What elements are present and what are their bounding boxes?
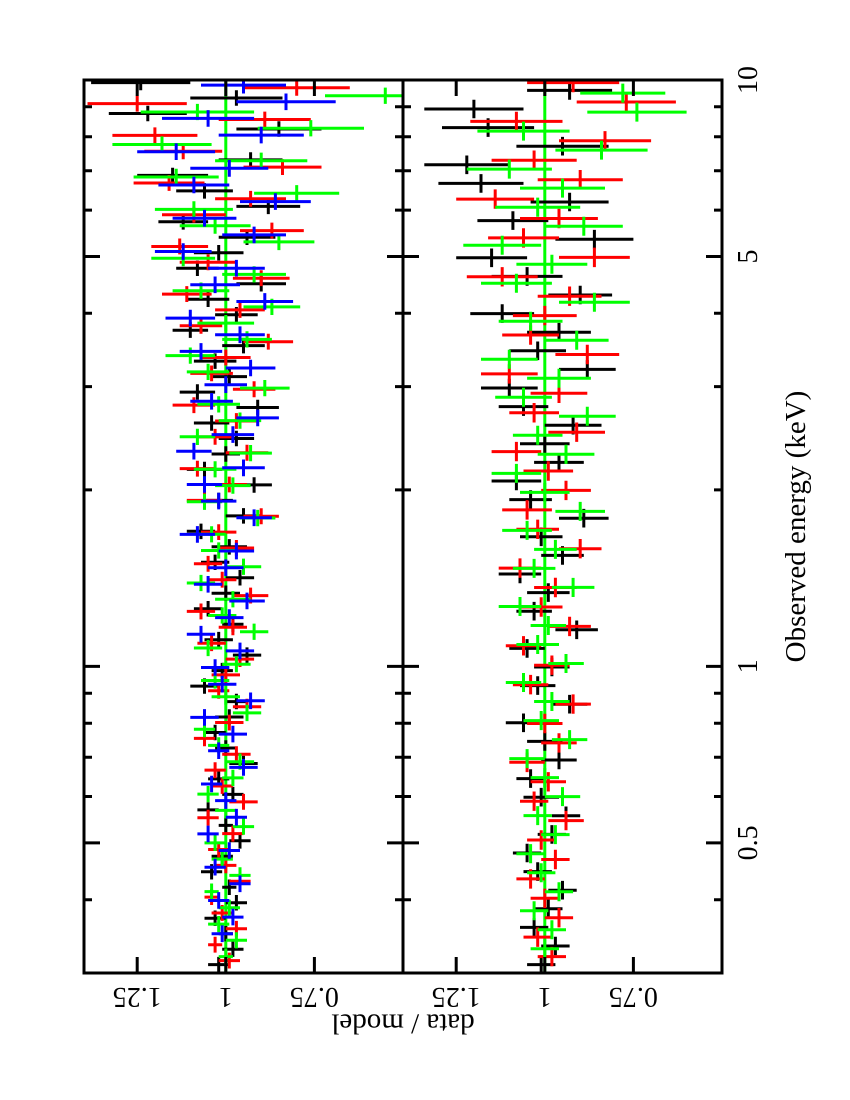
x-tick-label: 1 [733, 659, 764, 673]
y-tick-label: 1.25 [113, 981, 162, 1012]
y-tick-label: 0.75 [609, 981, 658, 1012]
x-tick-label: 5 [733, 250, 764, 264]
series-lower-ratio-panel-dataset-3 [463, 83, 687, 959]
x-tick-label: 0.5 [733, 825, 764, 860]
x-axis-title: Observed energy (keV) [780, 390, 812, 663]
panel-frame-1 [82, 78, 405, 975]
y-tick-label: 1.25 [432, 981, 481, 1012]
series-upper-ratio-panel-dataset-3 [112, 87, 403, 965]
y-axis-title: data / model [331, 1007, 475, 1040]
y-tick-label: 1 [219, 981, 233, 1012]
axis-ticks [84, 78, 722, 973]
series-upper-ratio-panel-dataset-4 [137, 80, 336, 943]
panel-frame-2 [401, 78, 724, 975]
y-tick-label: 0.75 [290, 981, 339, 1012]
y-tick-label: 1 [538, 981, 552, 1012]
x-tick-label: 10 [733, 66, 764, 94]
